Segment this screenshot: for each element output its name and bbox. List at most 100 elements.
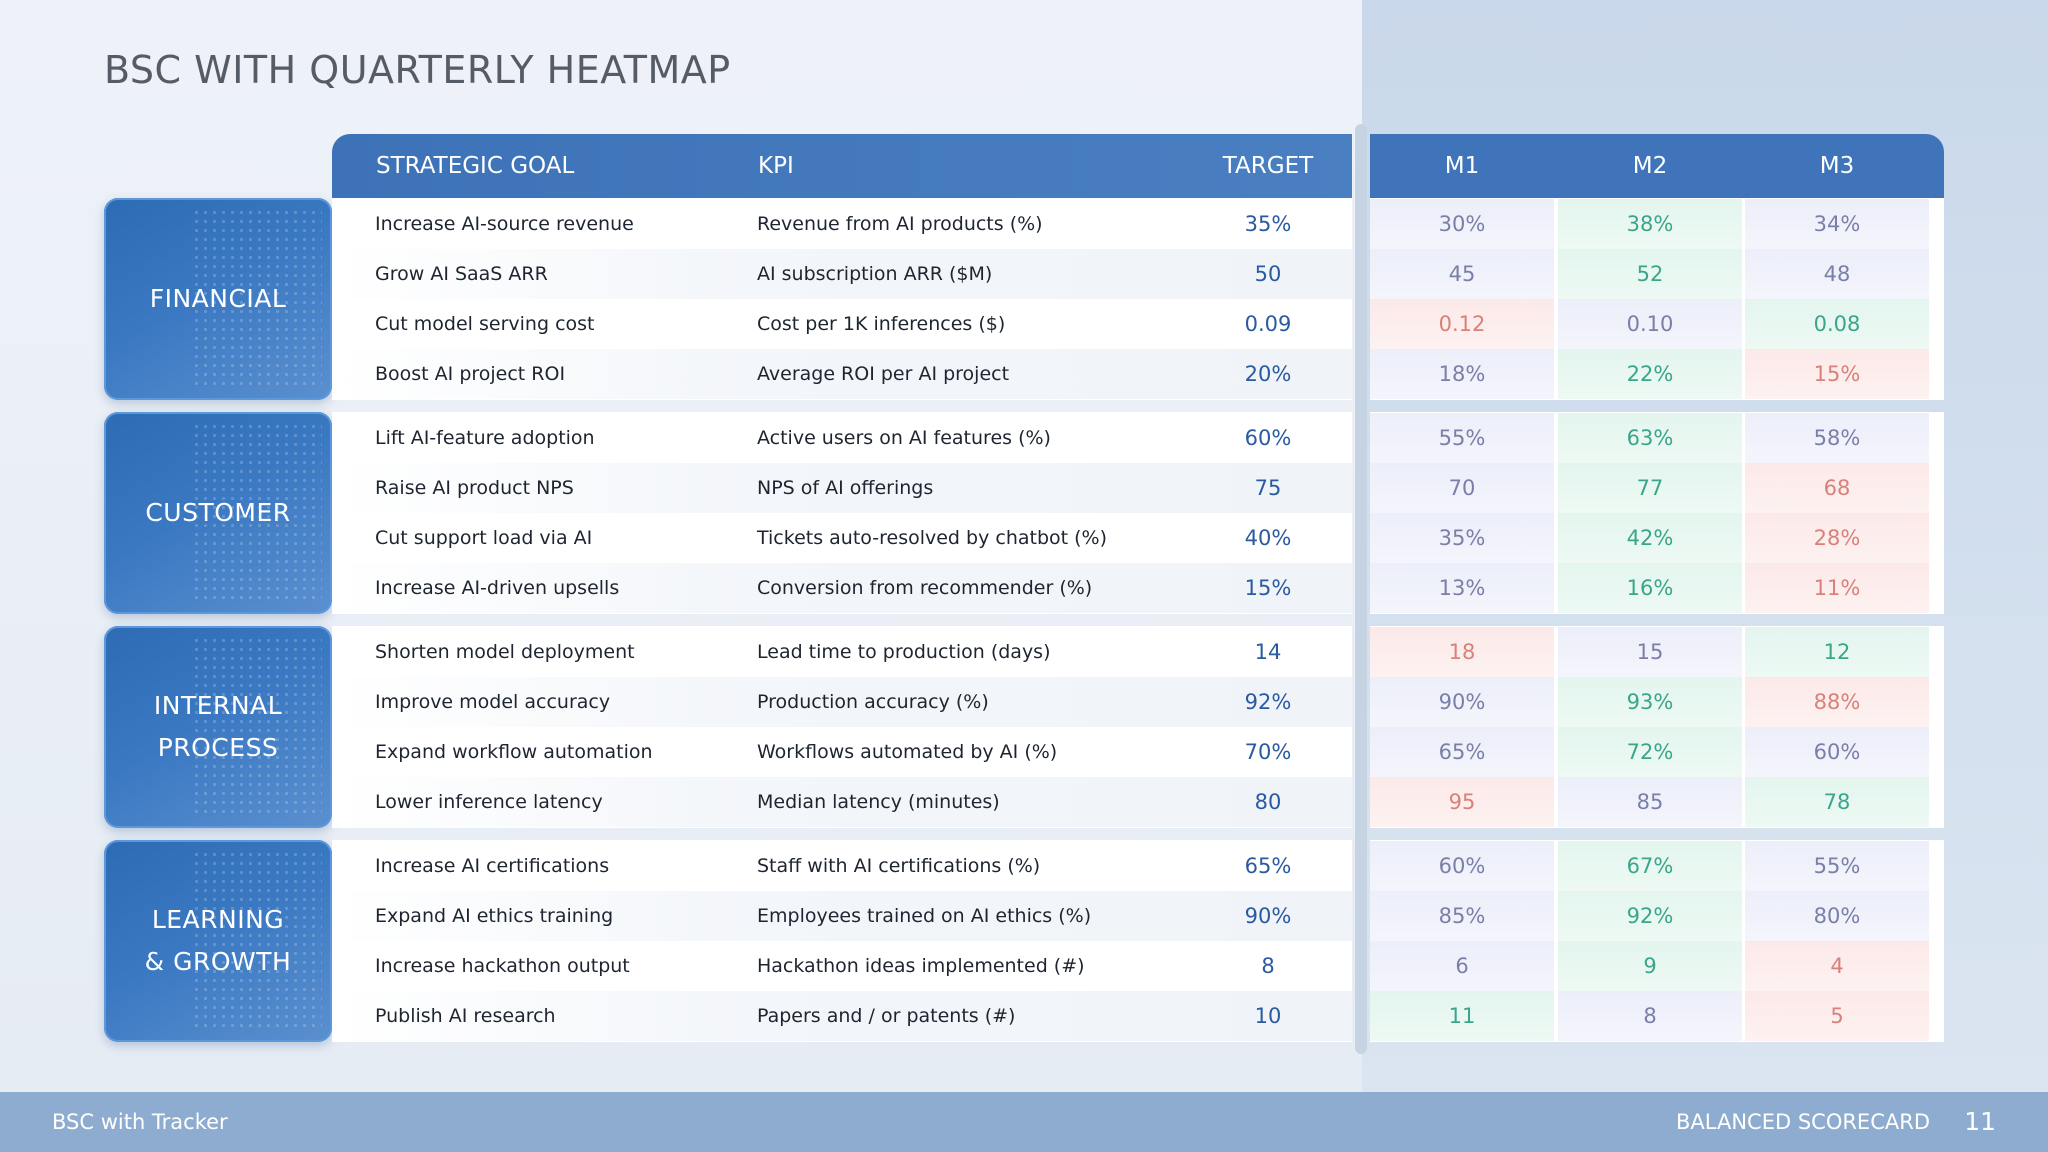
kpi-cell: Tickets auto-resolved by chatbot (%) xyxy=(757,527,1108,549)
table-row: Increase AI certifications Staff with AI … xyxy=(332,841,1352,891)
kpi-table-block: Increase AI-source revenue Revenue from A… xyxy=(332,198,1352,400)
heatmap-row: 11 8 5 xyxy=(1370,991,1944,1041)
heatmap-cell-m2: 22% xyxy=(1558,349,1742,399)
heatmap-row: 85% 92% 80% xyxy=(1370,891,1944,941)
heatmap-row: 55% 63% 58% xyxy=(1370,413,1944,463)
category-label: CUSTOMER xyxy=(145,498,291,527)
goal-cell: Shorten model deployment xyxy=(375,641,635,663)
category-label: INTERNAL PROCESS xyxy=(153,691,283,762)
target-cell: 10 xyxy=(1254,1004,1282,1028)
heatmap-cell-m2: 85 xyxy=(1558,777,1742,827)
heatmap-cell-m3: 55% xyxy=(1745,841,1929,891)
category-tile: LEARNING & GROWTH xyxy=(104,840,332,1042)
table-row: Expand workflow automation Workflows auto… xyxy=(332,727,1352,777)
category-label: LEARNING & GROWTH xyxy=(144,905,292,976)
table-row: Raise AI product NPS NPS of AI offerings 7… xyxy=(332,463,1352,513)
table-row: Increase AI-driven upsells Conversion fro… xyxy=(332,563,1352,613)
table-row: Cut support load via AI Tickets auto-reso… xyxy=(332,513,1352,563)
kpi-table-block: Increase AI certifications Staff with AI … xyxy=(332,840,1352,1042)
goal-cell: Expand AI ethics training xyxy=(375,905,614,927)
heatmap-cell-m3: 80% xyxy=(1745,891,1929,941)
header-target: TARGET xyxy=(1222,153,1314,179)
heatmap-cell-m3: 58% xyxy=(1745,413,1929,463)
goal-cell: Publish AI research xyxy=(375,1005,556,1027)
kpi-cell: Active users on AI features (%) xyxy=(757,427,1051,449)
table-row: Lift AI-feature adoption Active users on … xyxy=(332,413,1352,463)
column-divider xyxy=(1355,124,1367,1054)
heatmap-row: 45 52 48 xyxy=(1370,249,1944,299)
heatmap-block: 60% 67% 55% 85% 92% 80% 6 9 4 11 8 5 xyxy=(1370,840,1944,1042)
kpi-cell: Employees trained on AI ethics (%) xyxy=(757,905,1092,927)
table-row: Publish AI research Papers and / or paten… xyxy=(332,991,1352,1041)
target-cell: 14 xyxy=(1254,640,1282,664)
heatmap-row: 95 85 78 xyxy=(1370,777,1944,827)
kpi-cell: Papers and / or patents (#) xyxy=(757,1005,1016,1027)
heatmap-cell-m1: 35% xyxy=(1370,513,1554,563)
category-tile: CUSTOMER xyxy=(104,412,332,614)
heatmap-row: 35% 42% 28% xyxy=(1370,513,1944,563)
table-row: Increase AI-source revenue Revenue from A… xyxy=(332,199,1352,249)
goal-cell: Cut support load via AI xyxy=(375,527,593,549)
target-cell: 20% xyxy=(1244,362,1292,386)
table-row: Improve model accuracy Production accurac… xyxy=(332,677,1352,727)
heatmap-block: 55% 63% 58% 70 77 68 35% 42% 28% 13% 16% 11% xyxy=(1370,412,1944,614)
heatmap-cell-m1: 18% xyxy=(1370,349,1554,399)
heatmap-cell-m2: 8 xyxy=(1558,991,1742,1041)
heatmap-row: 18 15 12 xyxy=(1370,627,1944,677)
heatmap-row: 65% 72% 60% xyxy=(1370,727,1944,777)
kpi-cell: Median latency (minutes) xyxy=(757,791,1000,813)
heatmap-cell-m1: 13% xyxy=(1370,563,1554,613)
heatmap-cell-m1: 11 xyxy=(1370,991,1554,1041)
goal-cell: Grow AI SaaS ARR xyxy=(375,263,548,285)
kpi-table-block: Lift AI-feature adoption Active users on … xyxy=(332,412,1352,614)
heatmap-cell-m3: 15% xyxy=(1745,349,1929,399)
heatmap-cell-m1: 85% xyxy=(1370,891,1554,941)
kpi-cell: Revenue from AI products (%) xyxy=(757,213,1043,235)
kpi-table-block: Shorten model deployment Lead time to pro… xyxy=(332,626,1352,828)
heatmap-cell-m2: 0.10 xyxy=(1558,299,1742,349)
target-cell: 35% xyxy=(1244,212,1292,236)
header-m3: M3 xyxy=(1819,153,1855,179)
heatmap-row: 90% 93% 88% xyxy=(1370,677,1944,727)
page-number: 11 xyxy=(1964,1107,1996,1136)
header-m1: M1 xyxy=(1444,153,1480,179)
heatmap-cell-m1: 45 xyxy=(1370,249,1554,299)
goal-cell: Increase AI-source revenue xyxy=(375,213,634,235)
footer: BSC with Tracker BALANCED SCORECARD 11 xyxy=(0,1092,2048,1152)
heatmap-cell-m3: 34% xyxy=(1745,199,1929,249)
kpi-cell: Staff with AI certifications (%) xyxy=(757,855,1041,877)
category-tile: FINANCIAL xyxy=(104,198,332,400)
goal-cell: Lower inference latency xyxy=(375,791,603,813)
heatmap-cell-m1: 55% xyxy=(1370,413,1554,463)
kpi-cell: AI subscription ARR ($M) xyxy=(757,263,993,285)
target-cell: 0.09 xyxy=(1244,312,1292,336)
target-cell: 40% xyxy=(1244,526,1292,550)
target-cell: 80 xyxy=(1254,790,1282,814)
heatmap-cell-m1: 18 xyxy=(1370,627,1554,677)
table-row: Boost AI project ROI Average ROI per AI p… xyxy=(332,349,1352,399)
heatmap-cell-m3: 48 xyxy=(1745,249,1929,299)
heatmap-cell-m2: 67% xyxy=(1558,841,1742,891)
heatmap-cell-m2: 93% xyxy=(1558,677,1742,727)
header-m2: M2 xyxy=(1632,153,1668,179)
goal-cell: Lift AI-feature adoption xyxy=(375,427,595,449)
heatmap-cell-m1: 60% xyxy=(1370,841,1554,891)
goal-cell: Increase AI-driven upsells xyxy=(375,577,620,599)
heatmap-cell-m3: 11% xyxy=(1745,563,1929,613)
target-cell: 8 xyxy=(1261,954,1275,978)
heatmap-cell-m2: 42% xyxy=(1558,513,1742,563)
table-row: Grow AI SaaS ARR AI subscription ARR ($M)… xyxy=(332,249,1352,299)
heatmap-cell-m2: 15 xyxy=(1558,627,1742,677)
heatmap-cell-m1: 65% xyxy=(1370,727,1554,777)
goal-cell: Cut model serving cost xyxy=(375,313,595,335)
heatmap-cell-m2: 92% xyxy=(1558,891,1742,941)
table-row: Lower inference latency Median latency (m… xyxy=(332,777,1352,827)
heatmap-cell-m3: 88% xyxy=(1745,677,1929,727)
kpi-cell: Lead time to production (days) xyxy=(757,641,1051,663)
heatmap-block: 18 15 12 90% 93% 88% 65% 72% 60% 95 85 78 xyxy=(1370,626,1944,828)
heatmap-cell-m2: 16% xyxy=(1558,563,1742,613)
header-strategic-goal: STRATEGIC GOAL xyxy=(376,153,575,179)
heatmap-cell-m3: 12 xyxy=(1745,627,1929,677)
heatmap-header: M1 M2 M3 xyxy=(1370,134,1944,198)
category-tile: INTERNAL PROCESS xyxy=(104,626,332,828)
